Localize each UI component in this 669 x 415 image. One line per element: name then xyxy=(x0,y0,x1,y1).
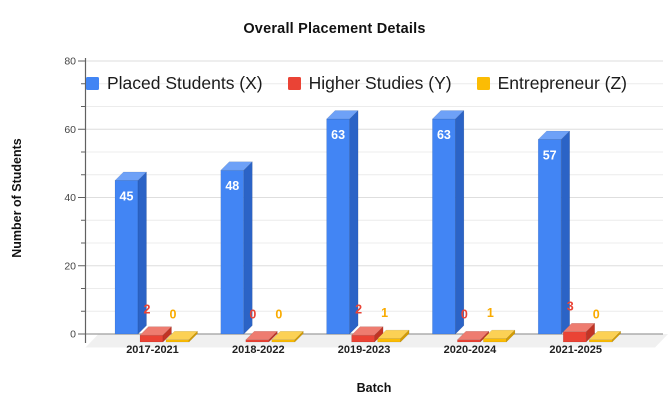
legend-item-entrepreneur[interactable]: Entrepreneur (Z) xyxy=(476,73,627,94)
bar-value-label: 0 xyxy=(170,307,177,321)
chart-legend: Placed Students (X) Higher Studies (Y) E… xyxy=(86,73,627,94)
bar-placed-students-x-2018-2022[interactable] xyxy=(220,161,253,335)
bar-placed-students-x-2020-2024[interactable] xyxy=(431,109,465,335)
bar-value-label: 3 xyxy=(567,299,574,313)
bar-value-label: 1 xyxy=(381,306,388,320)
bar-higher-studies-y-2017-2021[interactable] xyxy=(139,326,173,343)
y-axis-tick-label: 80 xyxy=(64,56,76,68)
x-axis-title: Batch xyxy=(356,381,392,395)
legend-swatch-higher-studies xyxy=(287,77,301,90)
bar-value-label: 48 xyxy=(225,179,239,193)
legend-item-placed-students[interactable]: Placed Students (X) xyxy=(86,73,263,94)
bar-value-label: 57 xyxy=(543,148,557,162)
bar-value-label: 63 xyxy=(331,128,345,142)
legend-label: Placed Students (X) xyxy=(107,73,263,93)
x-axis-category-label: 2021-2025 xyxy=(549,344,602,356)
bar-value-label: 2 xyxy=(144,303,151,317)
bar-value-label: 0 xyxy=(249,307,256,321)
bar-value-label: 63 xyxy=(437,128,451,142)
bar-value-label: 45 xyxy=(120,189,134,203)
bar-higher-studies-y-2018-2022[interactable] xyxy=(245,330,278,343)
bar-entrepreneur-z-2018-2022[interactable] xyxy=(271,330,304,343)
y-axis-tick-label: 40 xyxy=(64,192,76,204)
bar-value-label: 0 xyxy=(593,307,600,321)
bar-entrepreneur-z-2021-2025[interactable] xyxy=(588,330,622,343)
bar-entrepreneur-z-2020-2024[interactable] xyxy=(482,329,516,343)
bar-higher-studies-y-2019-2023[interactable] xyxy=(350,326,384,343)
bar-value-label: 2 xyxy=(355,303,362,317)
chart-title: Overall Placement Details xyxy=(243,21,426,37)
bar-higher-studies-y-2021-2025[interactable] xyxy=(562,322,596,343)
bar-value-label: 1 xyxy=(487,306,494,320)
legend-label: Higher Studies (Y) xyxy=(308,73,452,93)
y-axis-tick-label: 60 xyxy=(64,124,76,136)
bar-placed-students-x-2017-2021[interactable] xyxy=(114,171,148,335)
x-axis-category-label: 2020-2024 xyxy=(444,344,497,356)
bar-entrepreneur-z-2019-2023[interactable] xyxy=(376,329,410,343)
legend-swatch-entrepreneur xyxy=(476,77,490,90)
x-axis-category-label: 2018-2022 xyxy=(232,344,285,356)
bar-value-label: 0 xyxy=(275,307,282,321)
legend-item-higher-studies[interactable]: Higher Studies (Y) xyxy=(287,73,452,94)
y-axis-tick-label: 0 xyxy=(70,329,76,341)
bar-entrepreneur-z-2017-2021[interactable] xyxy=(165,330,199,343)
chart-floor xyxy=(85,334,668,348)
y-axis-tick-label: 20 xyxy=(64,260,76,272)
x-axis-category-label: 2019-2023 xyxy=(338,344,391,356)
legend-label: Entrepreneur (Z) xyxy=(497,73,627,93)
x-axis-category-label: 2017-2021 xyxy=(126,344,179,356)
bar-value-label: 0 xyxy=(461,307,468,321)
legend-swatch-placed-students xyxy=(86,77,99,90)
bar-higher-studies-y-2020-2024[interactable] xyxy=(456,330,490,343)
bar-placed-students-x-2019-2023[interactable] xyxy=(325,109,359,335)
